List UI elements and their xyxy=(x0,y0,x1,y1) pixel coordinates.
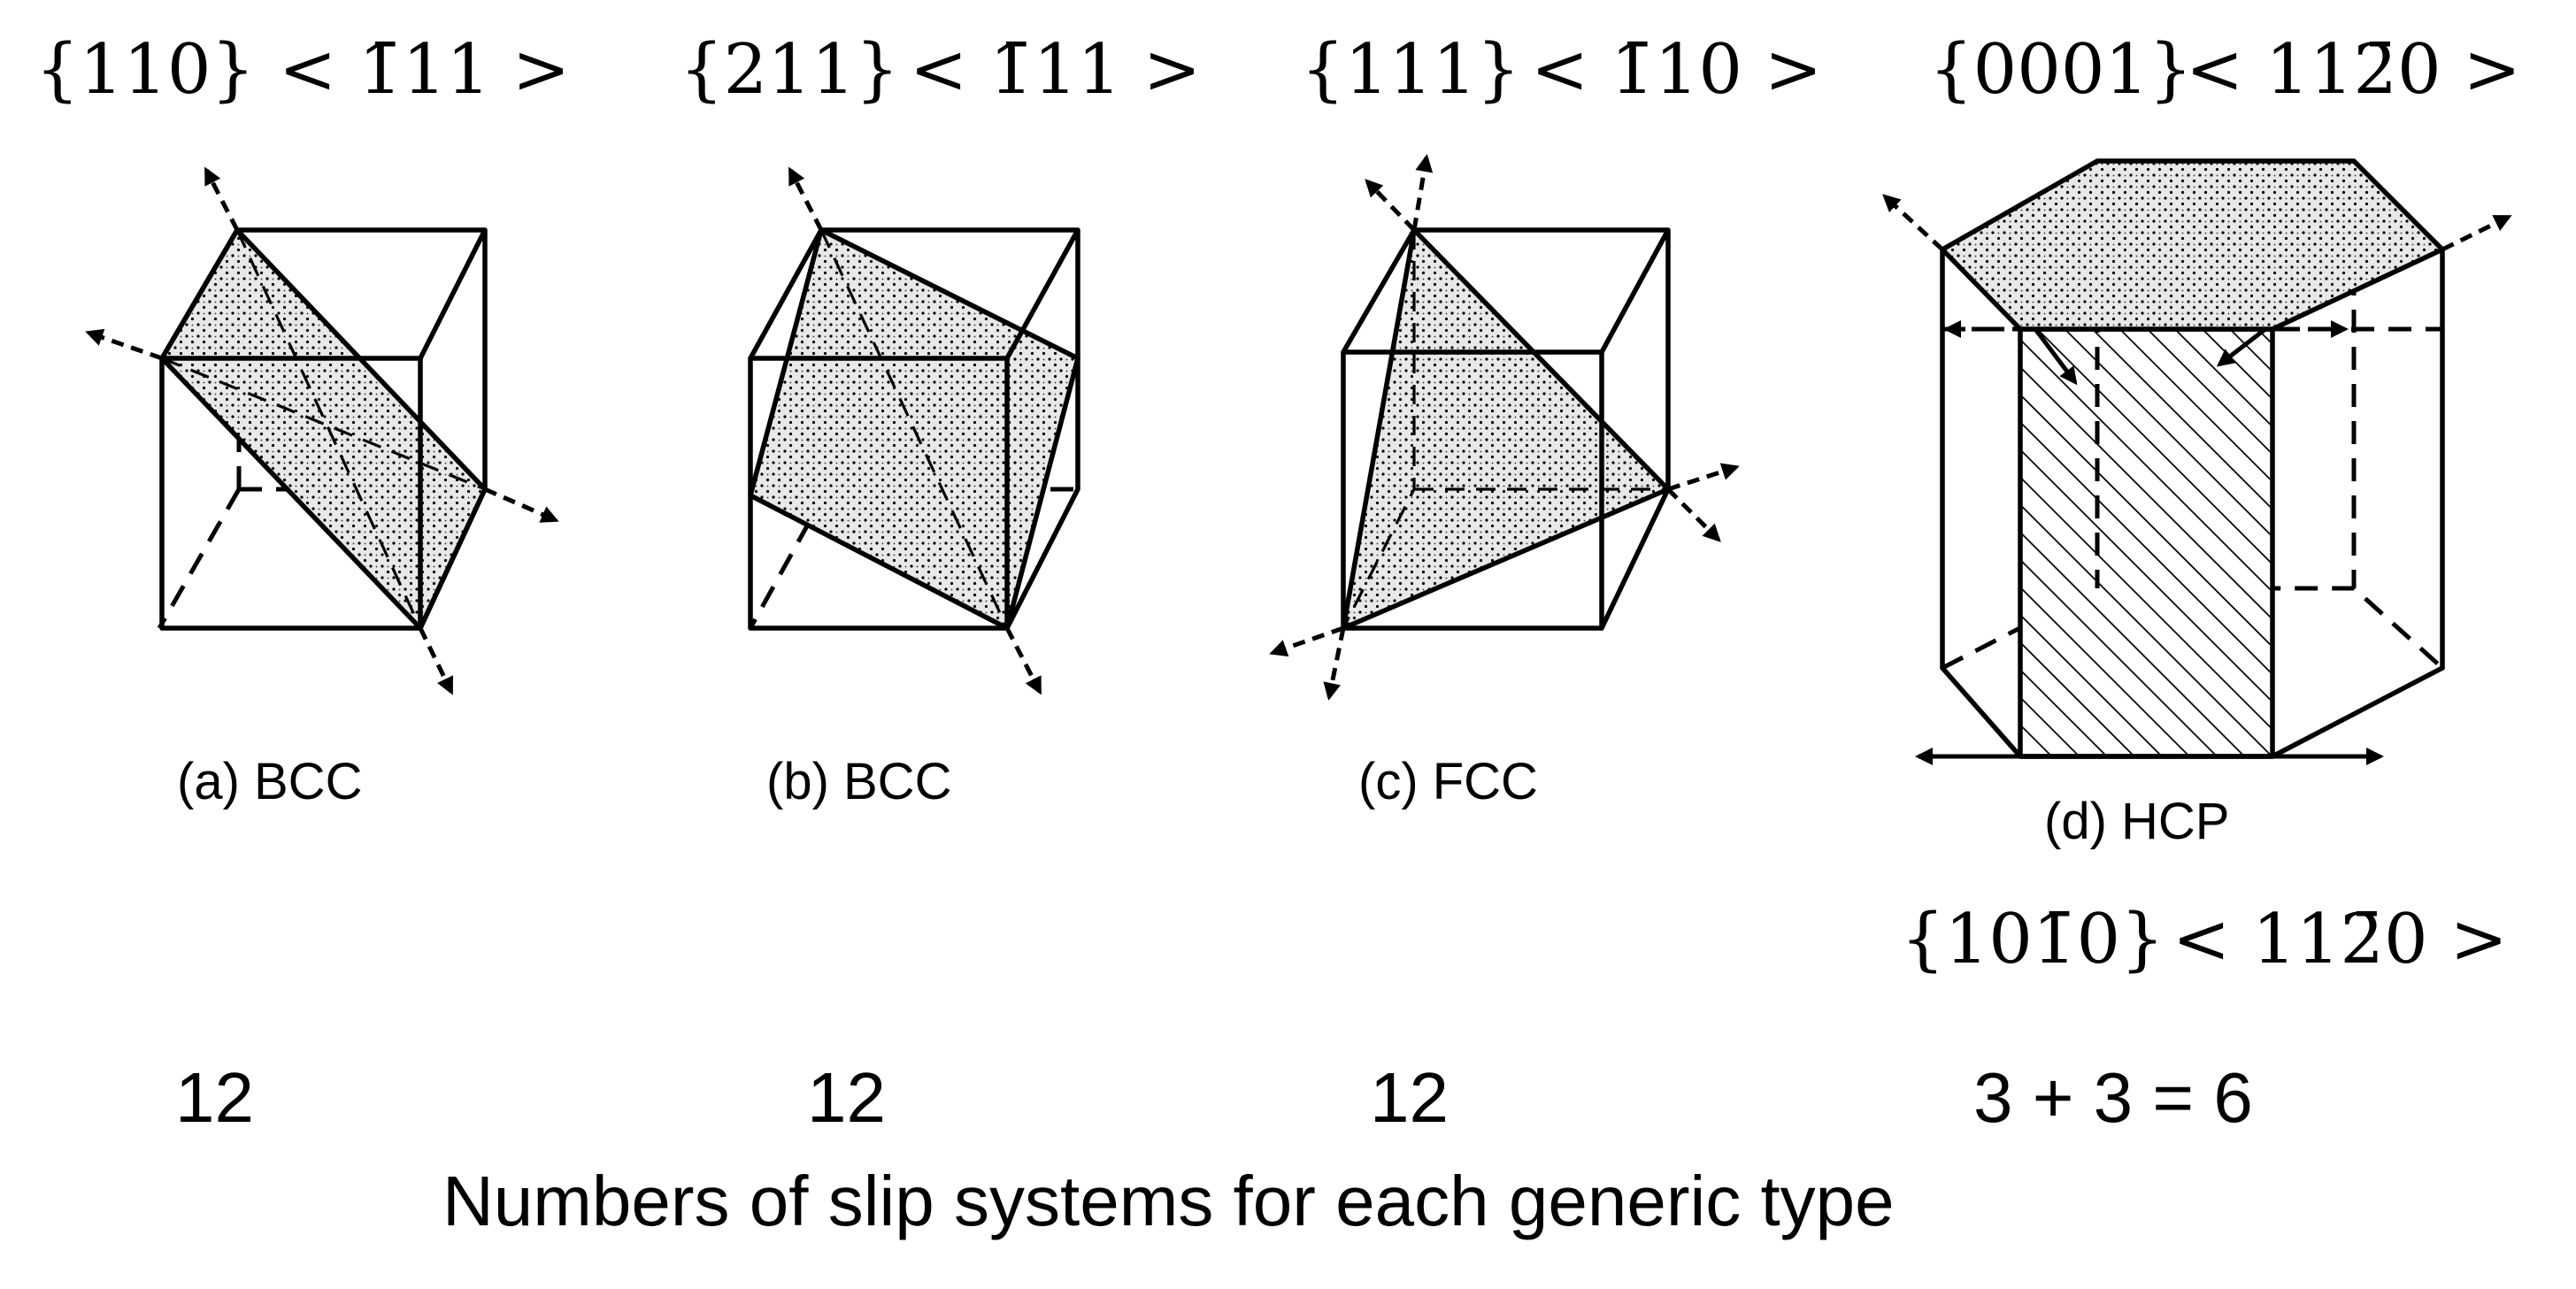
hexagonal-prism-d xyxy=(1882,158,2512,765)
slip-plane-label-c: {111} xyxy=(1301,30,1520,110)
caption-d: (d) HCP xyxy=(2044,793,2229,850)
panel-d-hcp: {0001} < 112̄0 > (d) HCP {101 xyxy=(1882,30,2521,1137)
panel-b-bcc: {211} < 1̄11 > (b) BCC 12 xyxy=(680,30,1201,1137)
slip-plane-label-d: {0001} xyxy=(1929,30,2193,110)
slip-direction-label-b: < 1̄11 > xyxy=(910,30,1201,110)
secondary-slip-plane-label-d: {101̄0} xyxy=(1901,900,2165,979)
slip-plane-label-a: {110} xyxy=(35,30,255,110)
caption-c: (c) FCC xyxy=(1358,753,1538,810)
count-d: 3 + 3 = 6 xyxy=(1973,1058,2253,1137)
cube-a xyxy=(85,166,559,695)
footer-caption: Numbers of slip systems for each generic… xyxy=(442,1162,1895,1240)
slip-direction-label-a: < 1̄11 > xyxy=(279,30,570,110)
panel-c-fcc: {111} < 1̄10 > (c) FCC 12 xyxy=(1269,30,1822,1137)
slip-direction-label-c: < 1̄10 > xyxy=(1531,30,1822,110)
count-a: 12 xyxy=(175,1058,254,1137)
cube-b xyxy=(748,166,1080,695)
slip-direction-label-d: < 112̄0 > xyxy=(2186,30,2521,110)
panel-a-bcc: {110} < 1̄11 > (a) BCC 12 xyxy=(35,30,570,1137)
caption-a: (a) BCC xyxy=(177,753,362,810)
count-c: 12 xyxy=(1370,1058,1449,1137)
secondary-slip-direction-label-d: < 112̄0 > xyxy=(2172,900,2508,979)
count-b: 12 xyxy=(807,1058,886,1137)
cube-c xyxy=(1269,154,1740,701)
caption-b: (b) BCC xyxy=(766,753,951,810)
slip-plane-label-b: {211} xyxy=(680,30,899,110)
